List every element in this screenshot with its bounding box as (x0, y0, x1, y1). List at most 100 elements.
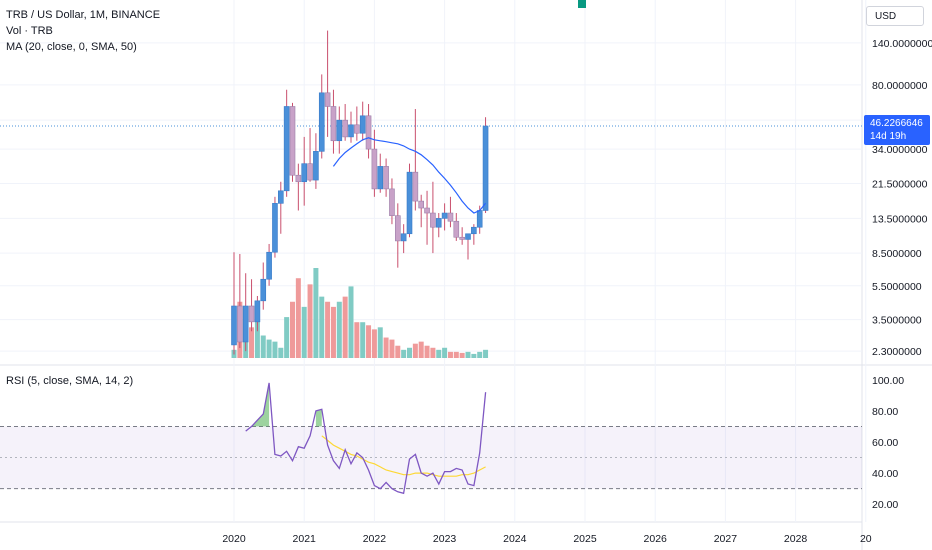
candle-body (406, 171, 413, 235)
volume-bar (266, 339, 272, 358)
price-tick-label: 8.5000000 (872, 248, 922, 260)
volume-bar (290, 301, 295, 358)
time-tick-label: 2022 (363, 533, 387, 545)
candle-body (359, 115, 366, 134)
rsi-tick-label: 80.00 (872, 406, 898, 418)
volume-bar (260, 335, 266, 358)
candle-body (377, 166, 384, 190)
candle-body (301, 163, 308, 183)
volume-bar (377, 327, 383, 358)
time-tick-label: 2027 (714, 533, 738, 545)
candle-body (441, 212, 448, 219)
candle-body (272, 203, 278, 253)
volume-bar (453, 351, 459, 358)
candle-body (242, 305, 249, 343)
volume-bar (336, 301, 342, 358)
candle-body (266, 251, 272, 280)
candle-body (231, 305, 237, 346)
volume-bar (371, 329, 377, 358)
chart-title: TRB / US Dollar, 1M, BINANCE (6, 9, 161, 21)
candle-body (354, 124, 360, 134)
rsi-overbought-fill (315, 409, 322, 427)
candle-body (389, 188, 395, 216)
candle-body (283, 106, 290, 192)
rsi-tick-label: 60.00 (872, 437, 898, 449)
rsi-tick-label: 20.00 (872, 499, 898, 511)
candle-body (324, 92, 331, 107)
time-tick-label: 2026 (644, 533, 668, 545)
candle-body (237, 305, 243, 343)
candle-body (424, 207, 430, 214)
candle-body (383, 166, 389, 190)
volume-bar (348, 286, 354, 358)
volume-bar (430, 347, 436, 358)
rsi-tick-label: 40.00 (872, 468, 898, 480)
volume-bar (295, 278, 301, 358)
volume-bar (254, 319, 260, 358)
price-tick-label: 3.5000000 (872, 315, 922, 327)
volume-bar (418, 341, 424, 358)
candle-body (295, 174, 302, 183)
volume-bar (401, 349, 407, 358)
volume-bar (471, 353, 477, 358)
candle-body (400, 233, 407, 242)
candle-body (289, 106, 296, 176)
event-marker[interactable] (578, 0, 586, 8)
candle-body (313, 151, 319, 181)
price-tick-label: 2.3000000 (872, 346, 922, 358)
last-price-value: 46.2266646 (870, 118, 923, 129)
candle-body (365, 115, 372, 150)
volume-bar (278, 347, 284, 358)
volume-bar (313, 268, 319, 358)
rsi-legend: RSI (5, close, SMA, 14, 2) (6, 375, 134, 387)
volume-bar (307, 284, 313, 358)
time-tick-label: 2020 (222, 533, 246, 545)
volume-bar (284, 317, 290, 358)
currency-button[interactable]: USD (866, 6, 924, 26)
volume-bar (447, 351, 453, 358)
candle-body (435, 218, 442, 228)
time-tick-label: 20 (860, 533, 872, 545)
rsi-ma-line (321, 435, 486, 477)
volume-bar (272, 341, 278, 358)
ma-legend: MA (20, close, 0, SMA, 50) (6, 41, 137, 53)
last-price-badge: 46.2266646 14d 19h (864, 115, 930, 145)
volume-bar (360, 322, 366, 358)
time-tick-label: 2023 (433, 533, 457, 545)
candle-body (465, 233, 471, 240)
candle-body (342, 119, 348, 138)
price-tick-label: 5.5000000 (872, 281, 922, 293)
countdown-label: 14d 19h (870, 131, 907, 142)
candle-body (260, 278, 267, 302)
rsi-tick-label: 100.00 (872, 375, 904, 387)
candle-body (418, 200, 425, 209)
candle-body (482, 125, 489, 211)
candle-body (307, 163, 313, 181)
ma-line (332, 137, 487, 214)
rsi-line (245, 382, 487, 495)
volume-bar (301, 306, 307, 358)
volume-bar (325, 301, 331, 358)
price-tick-label: 13.5000000 (872, 213, 928, 225)
volume-bar (249, 327, 255, 358)
volume-bar (465, 351, 471, 358)
candle-body (254, 300, 261, 323)
candle-body (471, 226, 477, 235)
volume-bar (442, 347, 448, 358)
candle-body (336, 119, 343, 142)
volume-bar (412, 343, 418, 358)
candle-body (476, 210, 483, 228)
candle-body (348, 124, 354, 138)
candle-body (453, 220, 460, 238)
time-tick-label: 2021 (293, 533, 317, 545)
price-tick-label: 21.5000000 (872, 178, 928, 190)
volume-bar (436, 349, 442, 358)
price-tick-label: 34.0000000 (872, 144, 928, 156)
time-tick-label: 2024 (503, 533, 527, 545)
candle-body (330, 106, 337, 142)
candle-body (318, 92, 325, 152)
volume-bar (330, 306, 336, 358)
candle-body (459, 236, 465, 240)
volume-bar (354, 322, 360, 358)
